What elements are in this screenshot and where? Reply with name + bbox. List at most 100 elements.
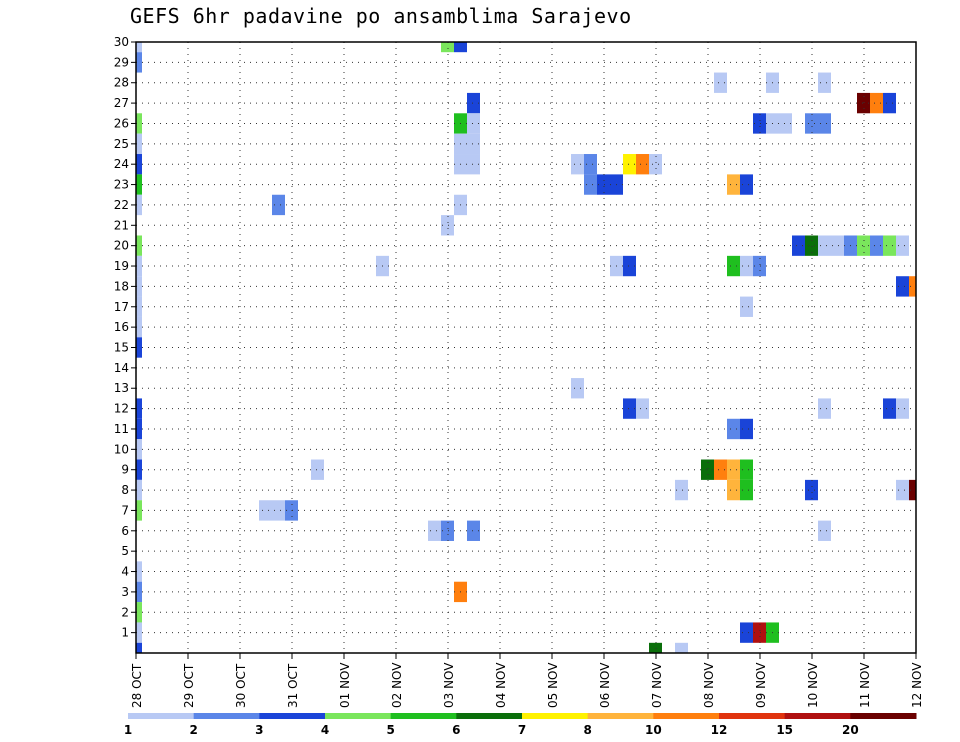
legend-swatch-8 — [587, 713, 654, 719]
precip-cell-member-21-40 — [441, 215, 454, 236]
precip-cell-member-24-46 — [584, 154, 597, 175]
precip-cell-member-9-70 — [701, 459, 714, 480]
legend-swatch-10 — [719, 713, 786, 719]
y-tick-label-11: 11 — [114, 422, 129, 436]
y-tick-label-30: 30 — [114, 35, 129, 49]
precip-cell-member-20-89 — [831, 235, 844, 256]
precip-cell-member-24-51 — [623, 154, 636, 175]
precip-cell-member-27-96 — [870, 92, 883, 114]
precip-cell-member-7-18 — [136, 500, 142, 521]
y-tick-label-7: 7 — [121, 503, 129, 517]
precip-cell-member-19-66 — [753, 255, 766, 277]
x-tick-label-10: 07 NOV — [650, 662, 664, 708]
precip-cell-member-25-36 — [467, 133, 480, 155]
legend-label-7: 7 — [518, 723, 526, 737]
precip-cell-member-12-100 — [818, 398, 831, 419]
legend-label-1: 1 — [124, 723, 132, 737]
y-tick-label-5: 5 — [121, 544, 129, 558]
legend-label-3: 3 — [255, 723, 263, 737]
precip-cell-member-2-21 — [136, 602, 142, 623]
precip-cell-member-30-0 — [136, 42, 142, 53]
precip-cell-member-4-19 — [136, 561, 142, 582]
precip-cell-member-26-2 — [136, 113, 142, 134]
x-tick-label-1: 29 OCT — [182, 663, 196, 708]
color-legend: 1 2 3 4 5 6 7 8 10 12 15 20 — [124, 713, 917, 737]
y-tick-label-8: 8 — [121, 483, 129, 497]
precip-cell-member-19-55 — [623, 255, 636, 277]
legend-label-10: 10 — [645, 723, 662, 737]
precip-cell-member-16-11 — [136, 316, 142, 338]
y-tick-label-23: 23 — [114, 178, 129, 192]
x-tick-label-9: 06 NOV — [598, 662, 612, 708]
legend-swatch-4 — [325, 713, 392, 719]
legend-swatch-11 — [784, 713, 851, 719]
precip-cell-member-9-71 — [714, 459, 727, 480]
legend-swatch-3 — [259, 713, 326, 719]
precip-cell-member-20-87 — [805, 235, 818, 256]
precip-cell-member-9-73 — [740, 459, 753, 480]
precip-cell-member-20-7 — [136, 235, 142, 256]
precip-cell-member-29-1 — [136, 52, 142, 73]
precip-cell-member-8-74 — [727, 479, 740, 501]
precip-cell-member-24-45 — [571, 154, 584, 175]
precip-cell-member-27-32 — [467, 92, 480, 114]
x-tick-label-12: 09 NOV — [754, 662, 768, 708]
x-tick-label-11: 08 NOV — [702, 662, 716, 708]
precip-cell-member-11-14 — [136, 418, 142, 440]
y-tick-label-10: 10 — [114, 442, 129, 456]
y-tick-label-19: 19 — [114, 259, 129, 273]
precip-cell-member-19-65 — [740, 255, 753, 277]
precip-cell-member-6-43 — [467, 520, 480, 541]
precip-cell-member-20-93 — [883, 235, 896, 256]
legend-label-8: 8 — [583, 723, 591, 737]
y-tick-label-13: 13 — [114, 381, 129, 395]
legend-label-5: 5 — [386, 723, 394, 737]
precip-cell-member-28-61 — [714, 72, 727, 93]
precip-cell-member-17-67 — [740, 296, 753, 317]
y-tick-label-18: 18 — [114, 279, 129, 293]
x-tick-label-13: 10 NOV — [806, 662, 820, 708]
precip-cell-member-24-53 — [649, 154, 662, 175]
precip-cell-member-24-52 — [636, 154, 649, 175]
precip-cell-member-27-95 — [857, 92, 870, 114]
y-tick-label-6: 6 — [121, 524, 129, 538]
precip-cell-member-13-50 — [571, 378, 584, 399]
precip-cell-member-18-99 — [909, 276, 916, 297]
x-axis: 28 OCT 29 OCT 30 OCT 31 OCT 01 NOV 02 NOV 03 N… — [130, 653, 924, 708]
precip-cell-member-7-25 — [259, 500, 272, 521]
precip-cell-member-0-23 — [136, 642, 142, 653]
precip-cell-member-26-81 — [753, 113, 766, 134]
legend-label-15: 15 — [776, 723, 793, 737]
precipitation-cells — [136, 42, 916, 653]
precip-cell-member-12-101 — [883, 398, 896, 419]
y-tick-label-17: 17 — [114, 300, 129, 314]
y-tick-label-15: 15 — [114, 341, 129, 355]
precip-cell-member-23-48 — [597, 174, 610, 195]
precip-cell-member-20-86 — [792, 235, 805, 256]
precip-cell-member-26-85 — [818, 113, 831, 134]
precip-cell-member-8-105 — [909, 479, 916, 501]
precip-cell-member-3-20 — [136, 581, 142, 603]
precip-cell-member-0-58 — [649, 642, 662, 653]
legend-swatch-12 — [850, 713, 917, 719]
legend-label-6: 6 — [452, 723, 460, 737]
precip-cell-member-6-42 — [441, 520, 454, 541]
y-tick-label-26: 26 — [114, 116, 129, 130]
precip-cell-member-22-24 — [272, 194, 285, 216]
precip-cell-member-25-3 — [136, 133, 142, 155]
y-tick-label-9: 9 — [121, 463, 129, 477]
y-tick-label-14: 14 — [114, 361, 129, 375]
precip-cell-member-20-94 — [896, 235, 909, 256]
precip-cell-member-19-64 — [727, 255, 740, 277]
precip-cell-member-12-102 — [896, 398, 909, 419]
precip-cell-member-26-83 — [779, 113, 792, 134]
x-tick-label-0: 28 OCT — [130, 663, 144, 708]
precip-cell-member-26-34 — [467, 113, 480, 134]
precip-cell-member-23-5 — [136, 174, 142, 195]
precip-cell-member-24-38 — [467, 154, 480, 175]
x-tick-label-5: 02 NOV — [390, 662, 404, 708]
precip-cell-member-12-57 — [636, 398, 649, 419]
precip-cell-member-15-12 — [136, 337, 142, 358]
legend-label-2: 2 — [189, 723, 197, 737]
legend-swatch-9 — [653, 713, 720, 719]
